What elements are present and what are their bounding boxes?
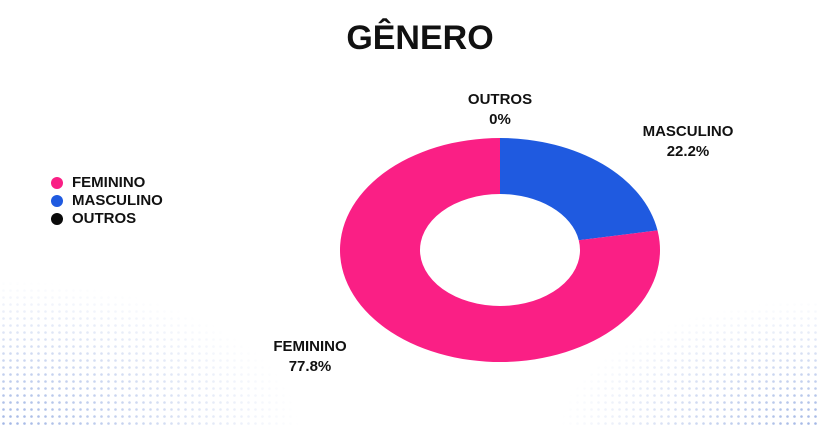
slice-label: OUTROS bbox=[468, 91, 532, 108]
legend-swatch bbox=[51, 195, 63, 207]
legend-swatch bbox=[51, 213, 63, 225]
slice-label: FEMININO bbox=[273, 338, 347, 355]
legend-label: MASCULINO bbox=[72, 192, 163, 209]
donut-slice bbox=[340, 138, 660, 362]
legend-swatch bbox=[51, 177, 63, 189]
legend-label: FEMININO bbox=[72, 174, 146, 191]
slice-value: 0% bbox=[489, 111, 511, 128]
slice-label: MASCULINO bbox=[643, 123, 734, 140]
legend-label: OUTROS bbox=[72, 210, 136, 227]
decor-dots bbox=[0, 280, 300, 428]
slice-value: 77.8% bbox=[289, 358, 332, 375]
donut-slice bbox=[500, 138, 658, 241]
chart-title: GÊNERO bbox=[346, 19, 493, 57]
slice-value: 22.2% bbox=[667, 143, 710, 160]
